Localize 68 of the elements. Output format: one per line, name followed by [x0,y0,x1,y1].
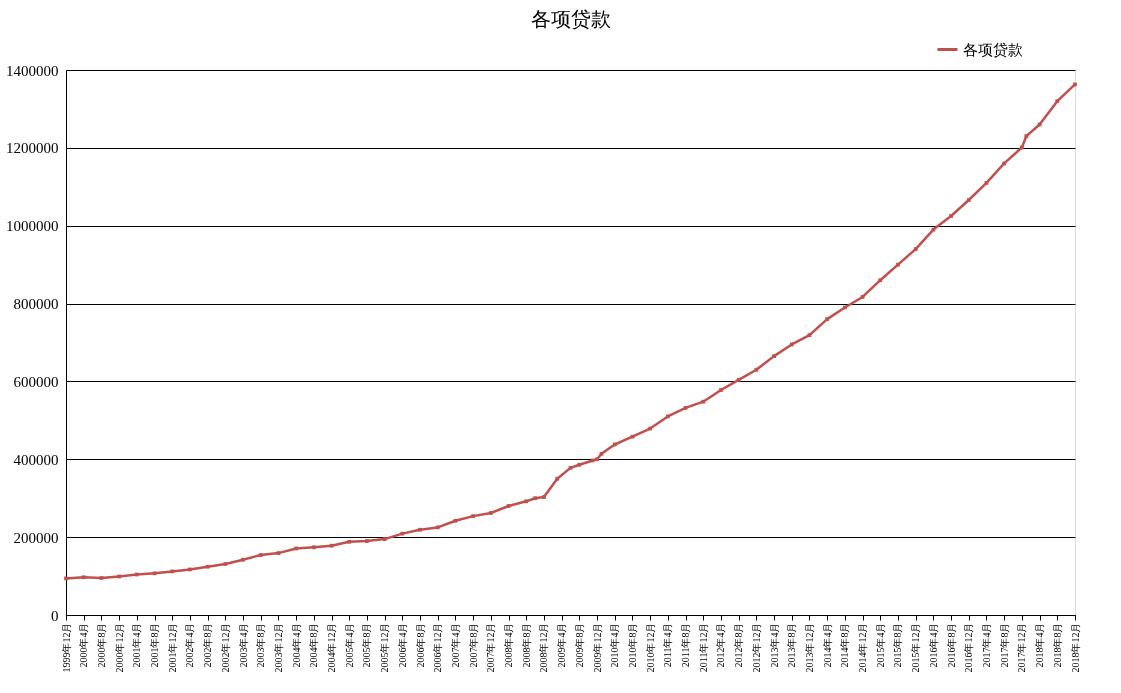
chart-title: 各项贷款 [530,8,611,30]
x-tick-label: 2009年8月 [573,622,585,668]
x-tick-label: 2004年8月 [308,622,320,668]
x-tick-label: 2012年12月 [750,622,762,673]
x-tick-label: 2003年8月 [255,622,267,668]
x-tick-label: 2016年8月 [945,622,957,668]
x-tick-label: 2009年12月 [591,622,603,673]
x-tick-label: 2014年8月 [839,622,851,668]
x-tick-label: 2018年12月 [1069,622,1081,673]
x-tick-label: 2000年12月 [113,622,125,673]
y-tick-label: 800000 [13,296,59,313]
x-tick-label: 2013年12月 [803,622,815,673]
y-tick-label: 400000 [13,451,59,468]
x-tick-label: 2018年4月 [1034,622,1046,668]
x-tick-label: 2015年12月 [910,622,922,673]
x-tick-label: 2005年4月 [343,622,355,668]
x-tick-label: 2017年12月 [1016,622,1028,673]
x-tick-label: 2010年8月 [626,622,638,668]
x-tick-label: 1999年12月 [60,622,72,673]
x-tick-label: 2016年12月 [963,622,975,673]
x-tick-label: 2006年8月 [414,622,426,668]
x-tick-label: 2017年4月 [980,622,992,668]
x-tick-label: 2000年4月 [78,622,90,668]
y-tick-label: 1400000 [6,62,59,79]
x-tick-label: 2010年12月 [644,622,656,673]
x-tick-label: 2001年12月 [166,622,178,673]
x-tick-label: 2013年8月 [786,622,798,668]
x-tick-label: 2013年4月 [768,622,780,668]
x-tick-label: 2008年4月 [503,622,515,668]
y-tick-label: 1000000 [6,218,59,235]
x-tick-label: 2001年8月 [149,622,161,668]
y-tick-label: 600000 [13,373,59,390]
x-tick-label: 2009年4月 [556,622,568,668]
x-tick-label: 2006年4月 [396,622,408,668]
x-tick-label: 2003年12月 [272,622,284,673]
x-tick-label: 2018年8月 [1051,622,1063,668]
x-tick-label: 2014年12月 [857,622,869,673]
x-tick-label: 2012年8月 [733,622,745,668]
x-tick-label: 2007年8月 [467,622,479,668]
x-tick-label: 2002年8月 [202,622,214,668]
x-tick-label: 2017年8月 [998,622,1010,668]
x-tick-label: 2011年8月 [680,622,692,668]
x-tick-label: 2005年12月 [379,622,391,673]
x-tick-label: 2000年8月 [95,622,107,668]
x-tick-label: 2006年12月 [432,622,444,673]
x-tick-label: 2004年4月 [290,622,302,668]
x-tick-label: 2007年12月 [485,622,497,673]
x-tick-label: 2005年8月 [361,622,373,668]
x-tick-label: 2011年12月 [697,622,709,673]
x-tick-label: 2008年8月 [520,622,532,668]
x-tick-label: 2011年4月 [662,622,674,668]
legend-label: 各项贷款 [963,41,1023,58]
x-tick-label: 2016年4月 [927,622,939,668]
x-tick-label: 2010年4月 [609,622,621,668]
y-tick-label: 1200000 [6,140,59,157]
y-tick-label: 0 [51,607,59,624]
x-tick-label: 2002年12月 [219,622,231,673]
x-tick-label: 2008年12月 [538,622,550,673]
x-tick-label: 2004年12月 [326,622,338,673]
x-tick-label: 2012年4月 [715,622,727,668]
x-tick-label: 2015年8月 [892,622,904,668]
x-tick-label: 2014年4月 [821,622,833,668]
x-tick-label: 2002年4月 [184,622,196,668]
y-tick-label: 200000 [13,529,59,546]
x-tick-label: 2015年4月 [874,622,886,668]
x-tick-label: 2007年4月 [449,622,461,668]
x-tick-label: 2003年4月 [237,622,249,668]
x-tick-label: 2001年4月 [131,622,143,668]
